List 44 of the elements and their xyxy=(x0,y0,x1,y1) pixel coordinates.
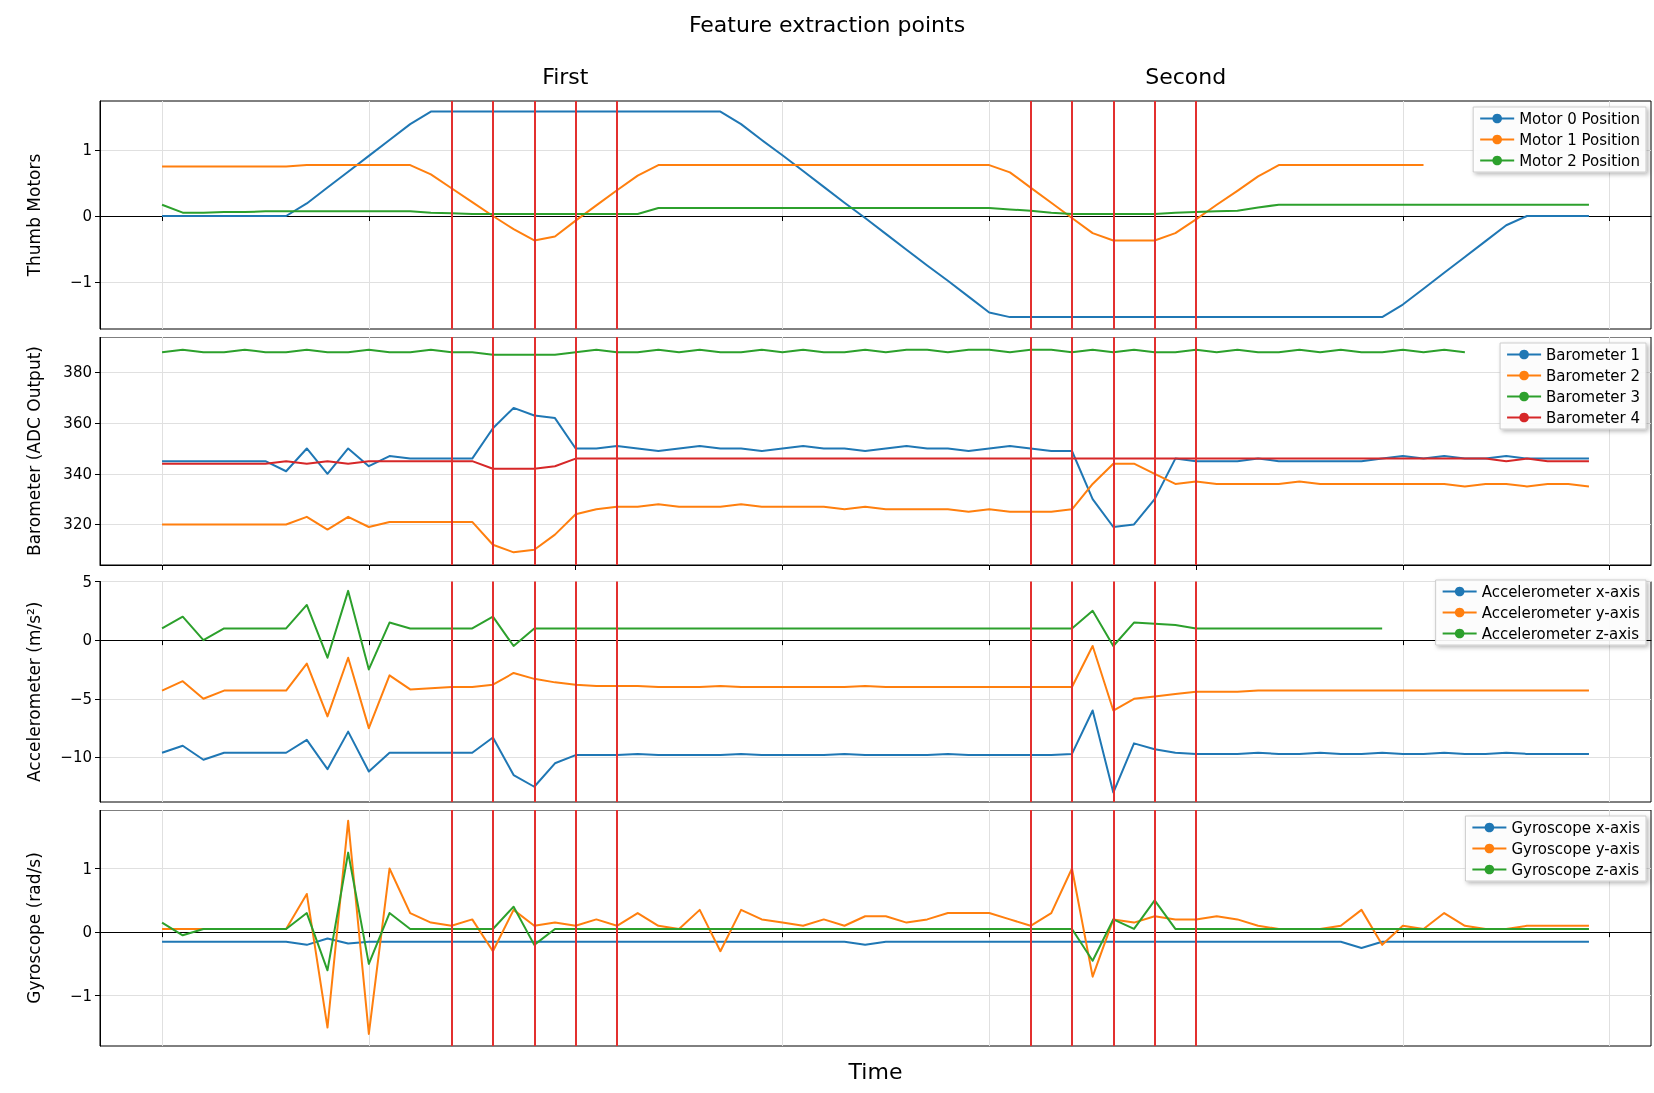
line-series xyxy=(161,644,1590,729)
y-tick-label: 0 xyxy=(82,922,92,941)
line-series xyxy=(161,203,1590,216)
legend-label: Barometer 1 xyxy=(1546,345,1641,364)
y-tick-label: 0 xyxy=(82,630,92,649)
y-axis-title: Thumb Motors xyxy=(23,153,44,278)
legend-label: Motor 1 Position xyxy=(1519,130,1640,149)
y-tick-label: 380 xyxy=(63,363,92,382)
y-axis-title: Accelerometer (m/s²) xyxy=(23,601,44,782)
legend-label: Barometer 4 xyxy=(1546,408,1641,427)
legend-label: Accelerometer z-axis xyxy=(1481,624,1640,642)
legend-label: Gyroscope y-axis xyxy=(1511,839,1640,858)
line-series xyxy=(161,709,1590,794)
line-series xyxy=(161,937,1590,949)
y-axis-title: Barometer (ADC Output) xyxy=(23,346,44,557)
y-tick-label: 320 xyxy=(63,515,92,534)
line-series xyxy=(161,589,1384,670)
y-tick-label: 1 xyxy=(82,859,92,878)
legend-label: Motor 0 Position xyxy=(1519,109,1640,128)
y-tick-label: −5 xyxy=(69,689,92,708)
legend-label: Gyroscope x-axis xyxy=(1511,818,1641,837)
legend-label: Barometer 3 xyxy=(1546,387,1641,406)
y-tick-label: 360 xyxy=(63,414,92,433)
chart-title: Feature extraction points xyxy=(688,11,966,37)
y-tick-label: 1 xyxy=(82,140,92,159)
y-tick-label: −1 xyxy=(69,273,92,292)
legend-label: Gyroscope z-axis xyxy=(1511,860,1640,879)
y-tick-label: 340 xyxy=(63,465,92,484)
line-series xyxy=(161,462,1590,554)
legend-label: Barometer 2 xyxy=(1546,366,1641,385)
text: First xyxy=(542,63,589,89)
line-series xyxy=(161,457,1590,470)
legend-label: Accelerometer y-axis xyxy=(1481,603,1640,621)
y-axis-title: Gyroscope (rad/s) xyxy=(23,851,44,1004)
legend-label: Accelerometer x-axis xyxy=(1481,582,1641,600)
line-series xyxy=(161,164,1425,242)
y-tick-label: −10 xyxy=(60,747,92,766)
legend-label: Motor 2 Position xyxy=(1519,151,1640,170)
x-axis-title: Time xyxy=(847,1058,903,1084)
y-tick-label: −1 xyxy=(69,986,92,1005)
y-tick-label: 0 xyxy=(82,206,92,225)
line-series xyxy=(161,819,1590,1035)
text: Second xyxy=(1145,63,1227,89)
y-tick-label: 5 xyxy=(82,572,92,590)
